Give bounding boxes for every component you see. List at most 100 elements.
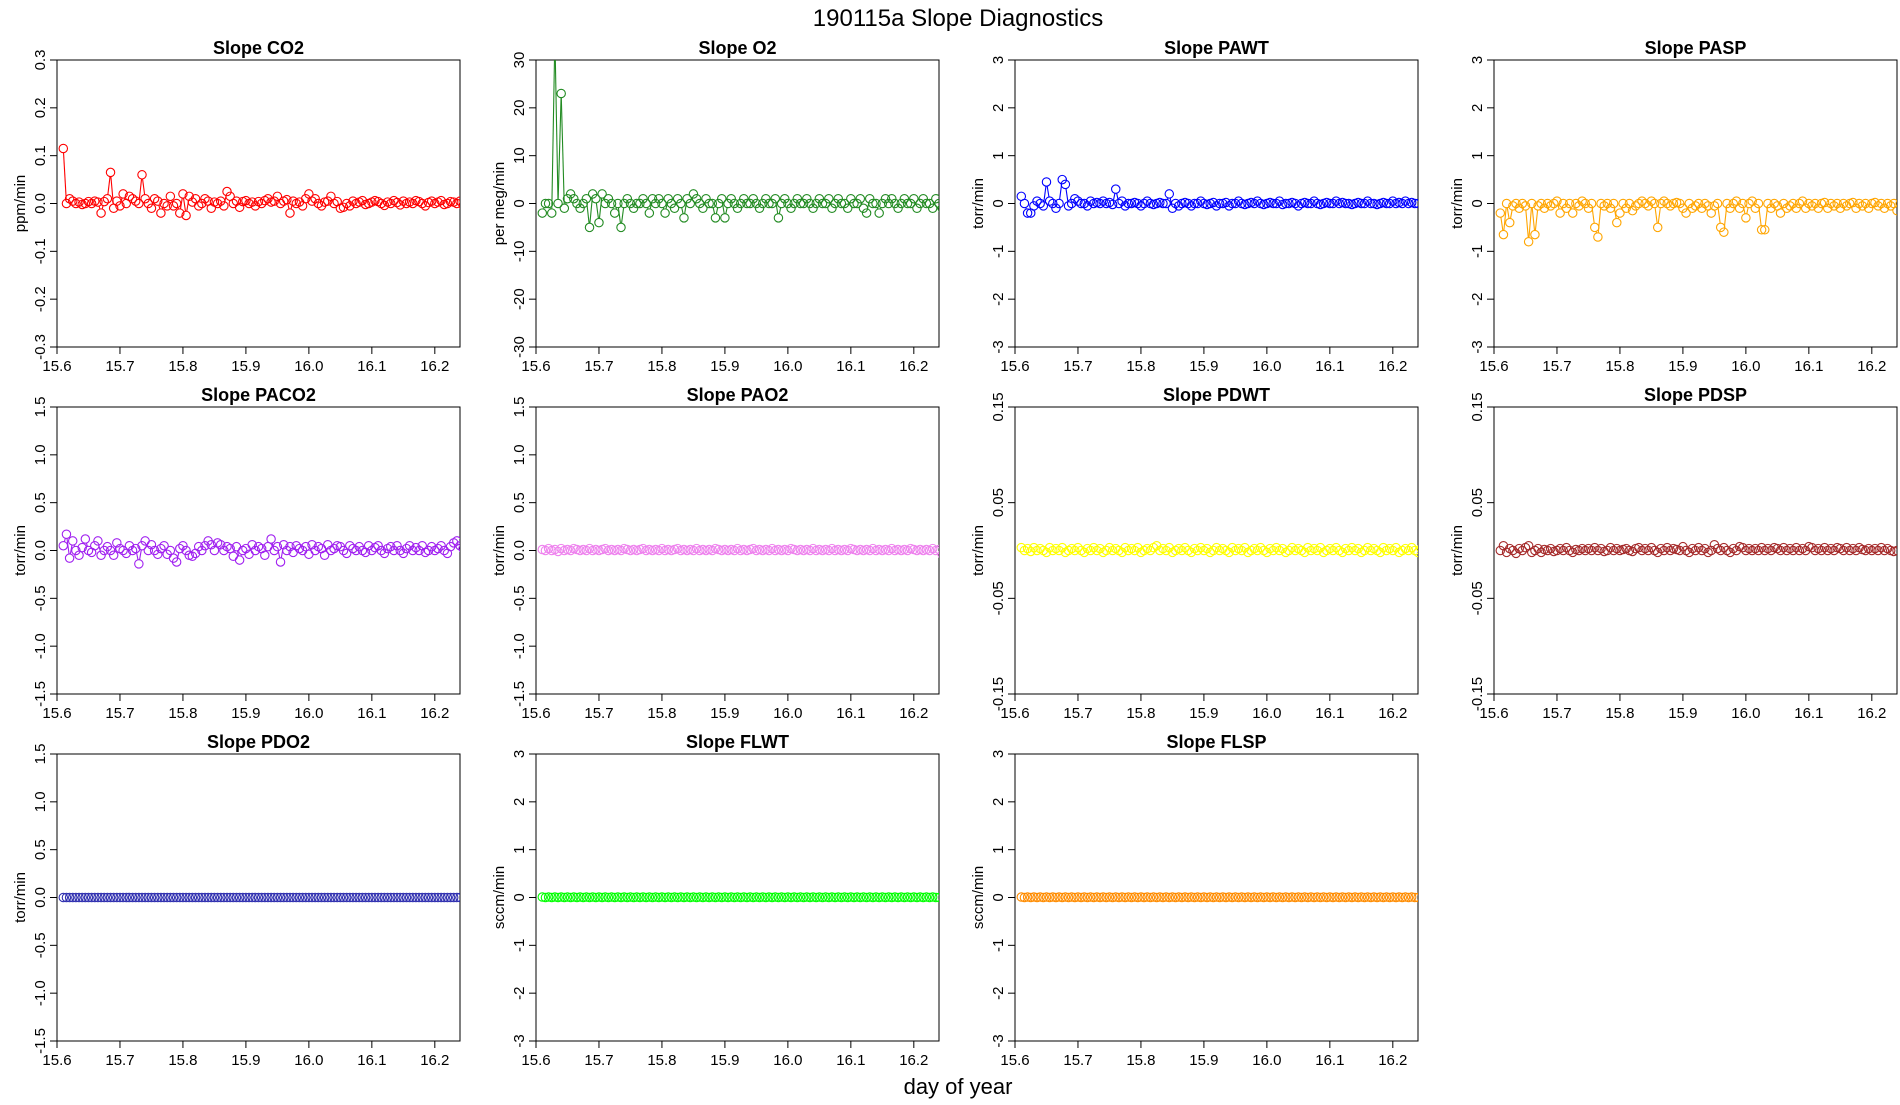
y-tick-label: 10 xyxy=(511,147,528,164)
data-point xyxy=(720,892,730,902)
data-point xyxy=(184,191,194,202)
data-point xyxy=(1255,892,1266,902)
figure-title: 190115a Slope Diagnostics xyxy=(813,5,1103,32)
y-tick-label: 0.0 xyxy=(511,540,528,561)
data-point xyxy=(1104,542,1115,553)
data-point xyxy=(187,551,198,561)
data-point xyxy=(827,892,837,902)
data-point xyxy=(392,540,402,551)
data-point xyxy=(1709,201,1720,211)
data-point xyxy=(912,892,922,903)
data-point xyxy=(197,892,207,903)
data-point xyxy=(74,197,84,207)
data-point xyxy=(1117,892,1127,902)
data-point xyxy=(751,198,762,209)
data-point xyxy=(436,892,446,903)
y-tick-label: -2 xyxy=(1469,292,1486,305)
data-point xyxy=(1684,198,1694,209)
data-point xyxy=(735,198,746,209)
data-point xyxy=(203,892,213,903)
data-point xyxy=(1211,201,1222,211)
data-point xyxy=(1224,892,1234,902)
data-point xyxy=(1312,892,1323,902)
data-point xyxy=(915,198,925,209)
y-tick-label: -1.0 xyxy=(32,980,49,1006)
data-point xyxy=(1756,225,1767,235)
connector-line xyxy=(1046,186,1050,198)
data-point xyxy=(64,892,75,903)
data-point xyxy=(635,198,645,209)
data-point xyxy=(896,198,906,209)
x-tick-label: 16.2 xyxy=(420,705,449,722)
data-point xyxy=(197,545,207,556)
data-point xyxy=(735,892,746,903)
data-point xyxy=(1051,203,1061,214)
x-tick-label: 15.8 xyxy=(1126,705,1155,722)
data-point xyxy=(1785,201,1795,211)
panel-slope-o2: Slope O2 per meg/min 15.6 15.7 15.8 15.9 16.0 1… xyxy=(491,38,940,375)
data-point xyxy=(1508,545,1518,556)
data-point xyxy=(1410,198,1418,209)
data-point xyxy=(1520,201,1531,211)
data-point xyxy=(1523,237,1534,247)
data-point xyxy=(663,193,673,204)
data-point xyxy=(159,540,169,551)
data-point xyxy=(1114,892,1124,903)
data-point xyxy=(1744,198,1754,209)
data-point xyxy=(1882,198,1893,209)
x-tick-label: 16.1 xyxy=(357,358,386,375)
data-point xyxy=(572,198,582,209)
data-point xyxy=(616,892,626,903)
data-point xyxy=(1048,198,1058,209)
data-point xyxy=(855,892,866,903)
data-point xyxy=(345,201,355,211)
data-point xyxy=(1643,545,1654,556)
x-tick-label: 15.9 xyxy=(1668,705,1697,722)
data-point xyxy=(124,191,135,202)
data-point xyxy=(127,892,138,903)
data-point xyxy=(420,892,431,903)
data-point xyxy=(181,892,191,903)
data-point xyxy=(134,559,144,569)
data-point xyxy=(80,892,91,903)
data-point xyxy=(175,208,185,218)
data-point xyxy=(1258,892,1269,903)
connector-line xyxy=(721,202,725,214)
data-point xyxy=(231,892,242,903)
data-point xyxy=(622,892,633,903)
data-point xyxy=(1057,174,1067,185)
data-point xyxy=(300,892,311,903)
data-point xyxy=(354,892,364,903)
data-point xyxy=(140,193,150,204)
data-point xyxy=(1618,198,1628,209)
data-point xyxy=(739,892,749,902)
y-tick-label: -0.15 xyxy=(1469,677,1486,711)
data-point xyxy=(206,540,217,550)
data-point xyxy=(1167,203,1178,214)
data-point xyxy=(565,189,576,199)
x-tick-label: 16.2 xyxy=(1378,705,1407,722)
data-point xyxy=(452,536,460,546)
x-tick-label: 15.7 xyxy=(584,358,613,375)
data-point xyxy=(1145,545,1156,556)
data-point xyxy=(591,892,601,903)
data-point xyxy=(613,892,623,902)
data-point xyxy=(1145,892,1156,903)
data-point xyxy=(1706,545,1716,556)
data-point xyxy=(80,534,91,544)
data-point xyxy=(622,193,633,204)
data-point xyxy=(1612,217,1622,228)
data-point xyxy=(363,540,374,551)
data-point xyxy=(861,208,872,218)
data-point xyxy=(1029,201,1039,211)
x-tick-label: 15.7 xyxy=(1542,358,1571,375)
data-point xyxy=(559,203,570,214)
data-point xyxy=(1375,547,1385,558)
data-point xyxy=(1690,545,1701,556)
connector-line xyxy=(557,97,562,200)
data-point xyxy=(770,193,781,204)
connector-line xyxy=(1591,207,1595,224)
x-tick-label: 15.8 xyxy=(647,1052,676,1069)
data-point xyxy=(625,892,636,902)
data-point xyxy=(430,892,440,903)
